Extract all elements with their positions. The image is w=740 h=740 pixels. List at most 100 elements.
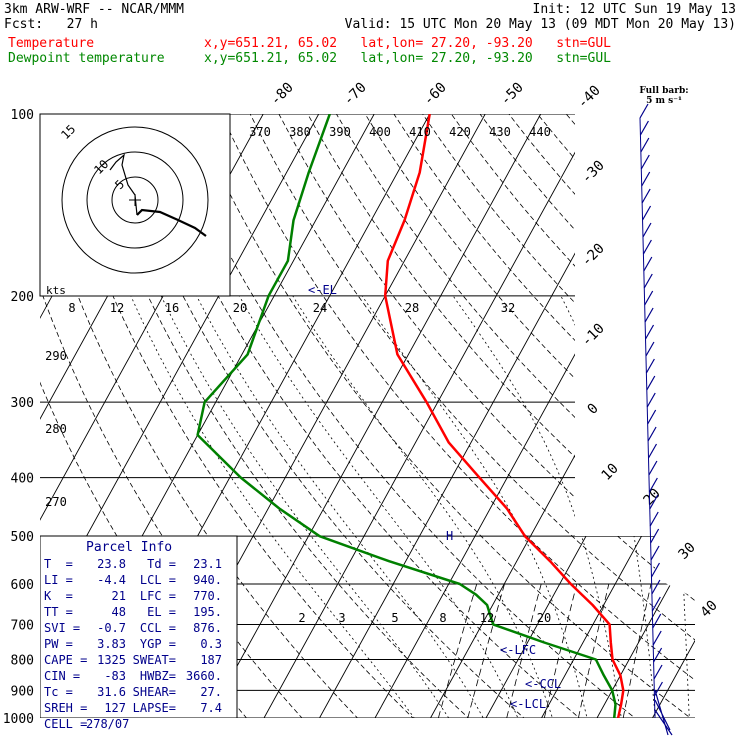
- dry-adiabat: [163, 114, 652, 718]
- isotherm: [430, 114, 695, 718]
- dry-adiabat: [422, 114, 695, 718]
- mixing-ratio-line: [578, 583, 610, 718]
- theta-label: 380: [289, 125, 311, 139]
- theta-label: 270: [45, 495, 67, 509]
- parcel-info-cell: -0.7: [97, 621, 126, 635]
- parcel-info-cell: 770.: [193, 589, 222, 603]
- isotherm-label: 30: [676, 540, 699, 563]
- moist-adiabat: [292, 295, 558, 718]
- wind-barb: [646, 392, 656, 408]
- hodograph-ring: [61, 126, 209, 274]
- wind-barb: [642, 222, 652, 238]
- wind-barb: [644, 307, 654, 323]
- parcel-info-cell: 187: [200, 653, 222, 667]
- isotherm-label: -80: [268, 80, 297, 109]
- level-marker: <-LCL: [510, 697, 546, 711]
- parcel-info-cell: 278/07: [86, 717, 130, 731]
- height-label: 20: [233, 301, 247, 315]
- theta-label: 370: [249, 125, 271, 139]
- parcel-info-box: Parcel Info T = 23.8 Td = 23.1 LI = -4.4 LCL =…: [44, 540, 234, 732]
- profile-temperature: [383, 114, 625, 718]
- wind-barb: [641, 171, 651, 187]
- pressure-label-400: 400: [11, 472, 34, 487]
- parcel-info-cell: LAPSE=: [132, 701, 176, 715]
- parcel-info-cell: 31.6: [97, 685, 126, 699]
- hodograph-trace-upper: [109, 153, 138, 216]
- wind-barb: [647, 443, 658, 459]
- parcel-info-cell: -4.4: [97, 573, 126, 587]
- parcel-info-cell: 127: [104, 701, 126, 715]
- pressure-label-100: 100: [11, 108, 34, 123]
- parcel-info-cell: 0.3: [200, 637, 222, 651]
- wind-barb: [643, 273, 653, 289]
- dry-adiabat: [221, 114, 695, 718]
- isotherm-label: -10: [579, 321, 608, 350]
- parcel-info-cell: SVI =: [44, 621, 81, 635]
- parcel-info-cell: CELL =: [44, 717, 88, 731]
- dry-adiabat: [336, 114, 695, 718]
- parcel-info-title: Parcel Info: [86, 540, 173, 555]
- dry-adiabat: [77, 114, 483, 718]
- wind-barbs: [639, 103, 673, 736]
- mixing-ratio-line: [543, 583, 578, 718]
- height-label: 32: [501, 301, 515, 315]
- dry-adiabat: [680, 114, 695, 718]
- moist-adiabat: [560, 295, 657, 718]
- parcel-info-cell: CCL =: [139, 621, 176, 635]
- parcel-info-cell: 23.1: [193, 557, 222, 571]
- parcel-info-cell: LCL =: [139, 573, 176, 587]
- wind-barb: [648, 460, 658, 476]
- mixing-ratio-label: 8: [439, 611, 446, 625]
- hodograph-units: kts: [46, 284, 66, 297]
- isotherm-label: -50: [498, 80, 527, 109]
- isotherm: [319, 114, 653, 718]
- wind-barb: [653, 664, 663, 680]
- wind-barb: [639, 120, 649, 136]
- barb-legend-title: Full barb:: [639, 86, 689, 96]
- hodograph-trace: [136, 208, 207, 237]
- wind-barb: [647, 409, 657, 425]
- parcel-info-cell: 1325: [97, 653, 126, 667]
- height-label: 8: [68, 301, 75, 315]
- parcel-info-row: CAPE = 1325 SWEAT= 187: [44, 652, 234, 668]
- dewpoint-info: x,y=651.21, 65.02 lat,lon= 27.20, -93.20…: [204, 51, 611, 66]
- dry-adiabat: [508, 114, 695, 718]
- temperature-info: x,y=651.21, 65.02 lat,lon= 27.20, -93.20…: [204, 36, 611, 51]
- theta-label: 430: [489, 125, 511, 139]
- parcel-info-cell: SHEAR=: [132, 685, 176, 699]
- parcel-info-cell: 48: [111, 605, 126, 619]
- theta-label: 280: [45, 422, 67, 436]
- parcel-info-cell: 3.83: [97, 637, 126, 651]
- dry-adiabat: [450, 114, 695, 718]
- theta-label: 420: [449, 125, 471, 139]
- dry-adiabat: [594, 114, 695, 718]
- dry-adiabat: [393, 114, 695, 718]
- isotherm: [374, 114, 695, 718]
- height-label: 28: [405, 301, 419, 315]
- forecast-hour: Fcst: 27 h: [4, 17, 98, 32]
- parcel-info-cell: CAPE =: [44, 653, 88, 667]
- parcel-info-cell: TT =: [44, 605, 73, 619]
- pressure-label-300: 300: [11, 396, 34, 411]
- moist-adiabat: [196, 295, 491, 718]
- temperature-label: Temperature: [8, 36, 95, 51]
- isotherm: [541, 114, 695, 718]
- pressure-label-500: 500: [11, 530, 34, 545]
- moist-adiabat: [238, 295, 524, 718]
- level-marker: <-EL: [308, 283, 337, 297]
- wind-barb: [643, 256, 653, 272]
- wind-barb: [640, 137, 650, 153]
- wind-barb: [649, 511, 659, 527]
- wind-barb: [650, 562, 660, 578]
- wind-barb: [651, 596, 661, 612]
- pressure-label-1000: 1000: [3, 712, 34, 727]
- height-label: 12: [110, 301, 124, 315]
- theta-label: 400: [369, 125, 391, 139]
- pressure-label-700: 700: [11, 618, 34, 633]
- mixing-ratio-label: 3: [338, 611, 345, 625]
- mixing-ratio-label: 12: [480, 611, 494, 625]
- isotherm: [263, 114, 597, 718]
- thermo-grid: [40, 114, 695, 718]
